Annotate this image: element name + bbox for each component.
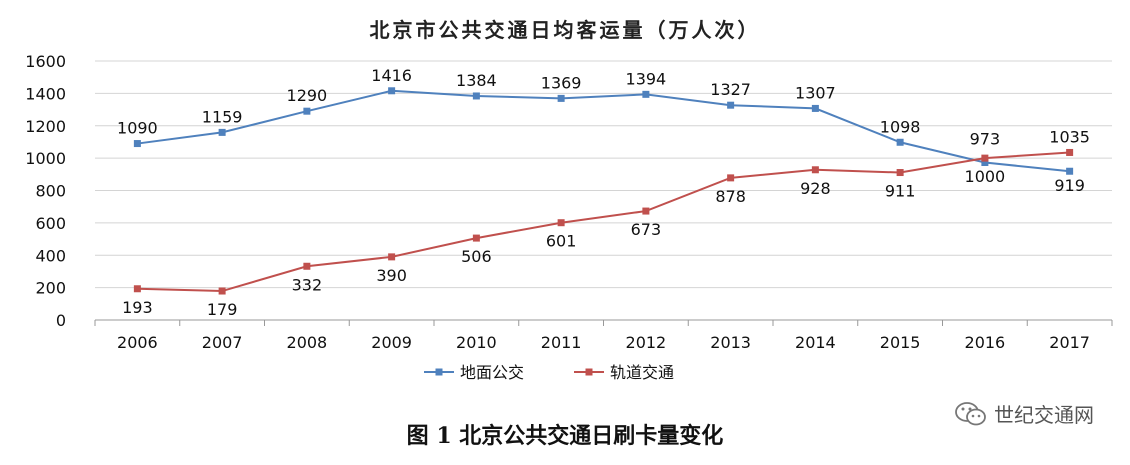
data-label: 1307	[795, 83, 836, 102]
data-label: 973	[970, 129, 1001, 148]
data-label: 332	[292, 275, 323, 294]
watermark: 世纪交通网	[954, 399, 1094, 428]
x-tick-label: 2012	[626, 333, 667, 352]
data-point	[981, 154, 989, 162]
y-tick-label: 400	[35, 246, 66, 265]
data-label: 1035	[1049, 127, 1090, 146]
y-tick-label: 1200	[25, 117, 66, 136]
x-tick-label: 2007	[202, 333, 243, 352]
y-tick-label: 600	[35, 214, 66, 233]
data-point	[642, 90, 650, 98]
data-label: 919	[1054, 176, 1085, 195]
x-tick-label: 2014	[795, 333, 836, 352]
legend-swatch-marker	[435, 368, 443, 376]
data-point	[218, 128, 226, 136]
data-point	[388, 87, 396, 95]
line-chart: 北京市公共交通日均客运量（万人次） 0 200 400 600 800 1000 1200 14…	[25, 18, 1113, 382]
data-label: 1327	[710, 80, 751, 99]
legend-label: 轨道交通	[610, 363, 674, 382]
data-label: 1369	[541, 73, 582, 92]
data-label: 179	[207, 300, 238, 319]
x-tick-label: 2008	[287, 333, 328, 352]
data-label: 1416	[371, 66, 412, 85]
data-point	[896, 138, 904, 146]
data-point	[472, 234, 480, 242]
data-point	[1066, 167, 1074, 175]
data-point	[642, 207, 650, 215]
data-label: 1159	[202, 107, 243, 126]
data-point	[133, 285, 141, 293]
data-label: 911	[885, 182, 916, 201]
x-tick-label: 2010	[456, 333, 497, 352]
y-tick-label: 0	[56, 311, 66, 330]
data-point	[557, 219, 565, 227]
data-point	[896, 169, 904, 177]
x-tick-label: 2013	[710, 333, 751, 352]
data-label: 506	[461, 247, 492, 266]
data-point	[727, 174, 735, 182]
data-label: 1394	[626, 69, 667, 88]
data-point	[388, 253, 396, 261]
data-point	[811, 104, 819, 112]
data-label: 928	[800, 179, 831, 198]
data-point	[133, 140, 141, 148]
x-tick-label: 2017	[1049, 333, 1090, 352]
watermark-text: 世纪交通网	[994, 403, 1094, 427]
x-tick-label: 2011	[541, 333, 582, 352]
chart-area: 北京市公共交通日均客运量（万人次） 0 200 400 600 800 1000 1200 14…	[25, 18, 1113, 382]
data-label: 601	[546, 232, 577, 251]
series-line-1	[137, 89, 1070, 173]
data-point	[981, 158, 989, 166]
data-point	[557, 94, 565, 102]
data-point	[218, 287, 226, 295]
series-line-2	[137, 151, 1070, 293]
data-label: 673	[631, 220, 662, 239]
data-point	[1066, 148, 1074, 156]
data-point	[303, 262, 311, 270]
data-label: 1384	[456, 71, 497, 90]
x-tick-label: 2009	[371, 333, 412, 352]
chart-title: 北京市公共交通日均客运量（万人次）	[370, 18, 761, 42]
data-point	[727, 101, 735, 109]
figure-caption: 图 1 北京公共交通日刷卡量变化	[406, 423, 724, 449]
data-point	[303, 107, 311, 115]
x-tick-label: 2015	[880, 333, 921, 352]
data-label: 878	[715, 187, 746, 206]
legend-swatch-marker	[585, 368, 593, 376]
y-tick-label: 1400	[25, 84, 66, 103]
data-label: 1290	[287, 86, 328, 105]
x-tick-label: 2016	[965, 333, 1006, 352]
y-tick-label: 1000	[25, 149, 66, 168]
data-label: 1000	[965, 167, 1006, 186]
data-point	[811, 166, 819, 174]
x-tick-label: 2006	[117, 333, 158, 352]
y-tick-label: 200	[35, 279, 66, 298]
y-tick-label: 800	[35, 182, 66, 201]
wechat-icon	[955, 401, 986, 425]
data-label: 1090	[117, 119, 158, 138]
legend-label: 地面公交	[460, 363, 524, 382]
data-point	[472, 92, 480, 100]
data-label: 1098	[880, 117, 921, 136]
y-tick-label: 1600	[25, 52, 66, 71]
data-label: 390	[376, 266, 407, 285]
data-label: 193	[122, 298, 153, 317]
